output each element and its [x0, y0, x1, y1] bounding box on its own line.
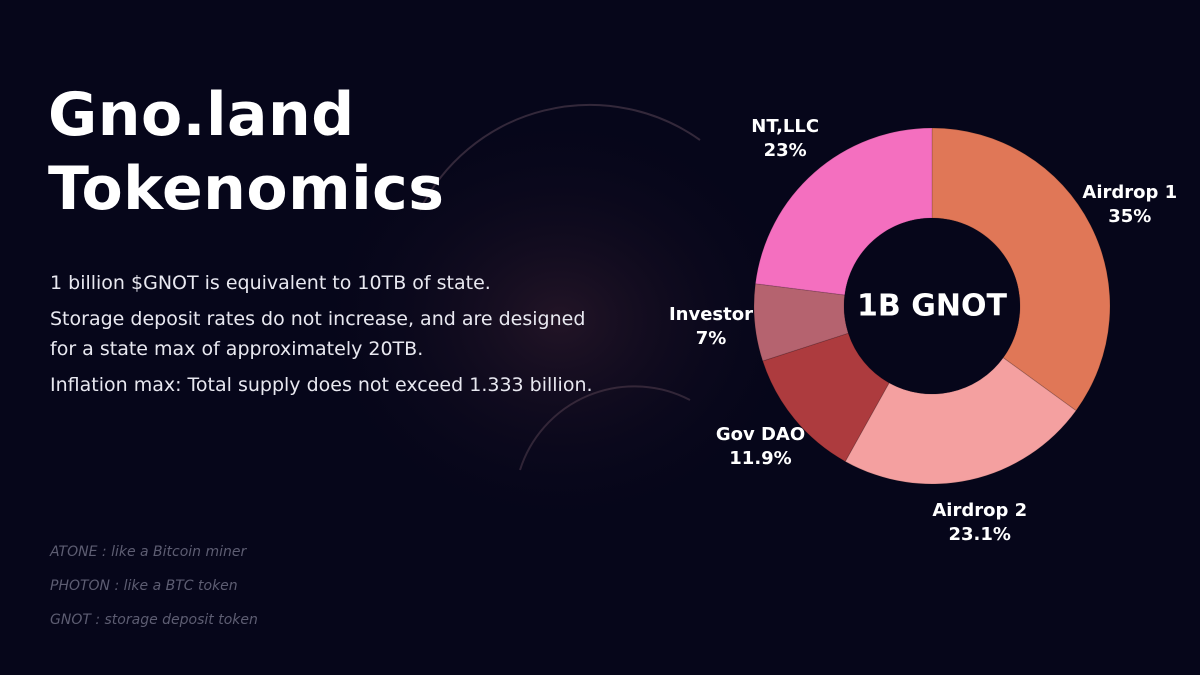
token-notes: ATONE : like a Bitcoin miner PHOTON : li… [50, 541, 258, 643]
donut-center-label: 1B GNOT [857, 288, 1007, 324]
note-photon: PHOTON : like a BTC token [50, 578, 238, 594]
slice-value: 23% [763, 140, 807, 162]
slice-name: Investor [668, 303, 753, 325]
note-atone: ATONE : like a Bitcoin miner [50, 544, 247, 560]
slice-value: 11.9% [729, 447, 792, 469]
slice-name: Airdrop 1 [1082, 182, 1178, 204]
slice-name: Airdrop 2 [932, 499, 1028, 521]
page-title: Gno.land Tokenomics [48, 78, 444, 226]
donut-hole [844, 218, 1020, 394]
description: 1 billion $GNOT is equivalent to 10TB of… [50, 268, 710, 406]
slice-value: 7% [695, 327, 727, 349]
title-line-1: Gno.land [48, 80, 355, 150]
slice-name: Gov DAO [715, 423, 806, 445]
donut-chart-svg [753, 127, 1111, 485]
description-paragraph: Storage deposit rates do not increase, a… [50, 308, 586, 360]
slice-value: 35% [1108, 206, 1152, 228]
donut-chart: 1B GNOT Airdrop 1 35% Airdrop 2 23.1% Gov DA… [640, 110, 1200, 570]
slice-label-airdrop-1: Airdrop 1 35% [1082, 181, 1177, 229]
title-line-2: Tokenomics [48, 154, 445, 224]
note-gnot: GNOT : storage deposit token [50, 612, 258, 628]
slice-label-investor: Investor 7% [669, 303, 753, 351]
description-paragraph: 1 billion $GNOT is equivalent to 10TB of… [50, 272, 491, 294]
slice-name: NT,LLC [751, 116, 820, 138]
description-paragraph: Inflation max: Total supply does not exc… [50, 374, 593, 396]
slice-label-gov-dao: Gov DAO 11.9% [716, 423, 805, 471]
slice-label-airdrop-2: Airdrop 2 23.1% [932, 499, 1027, 547]
slice-label-nt-llc: NT,LLC 23% [751, 115, 819, 163]
slice-value: 23.1% [948, 523, 1011, 545]
